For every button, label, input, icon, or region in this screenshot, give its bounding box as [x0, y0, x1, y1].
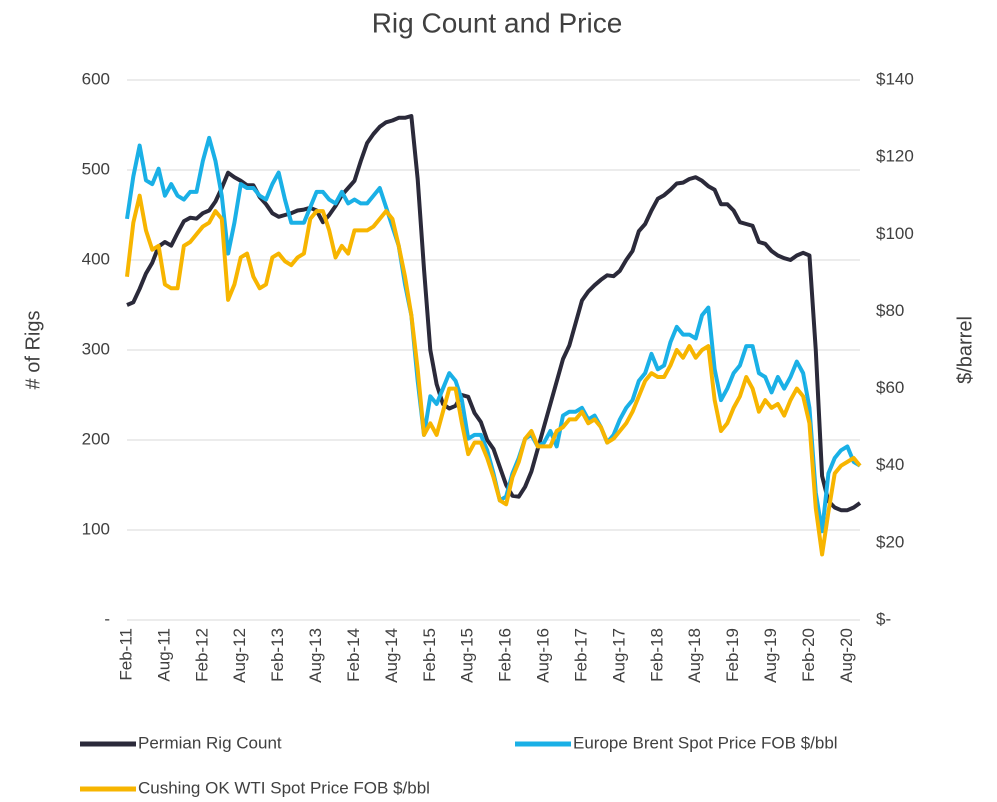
y-axis-title: # of Rigs: [22, 311, 44, 390]
y2-tick-label: $40: [876, 455, 904, 474]
x-tick-label: Feb-17: [571, 628, 590, 682]
y2-tick-label: $140: [876, 69, 914, 88]
x-tick-label: Feb-16: [496, 628, 515, 682]
x-tick-label: Feb-13: [268, 628, 287, 682]
y-tick-label: 400: [82, 249, 110, 268]
x-tick-label: Aug-11: [154, 628, 173, 682]
y2-tick-label: $80: [876, 301, 904, 320]
y-tick-label: 200: [82, 429, 110, 448]
x-tick-label: Feb-12: [192, 628, 211, 682]
y2-tick-label: $20: [876, 532, 904, 551]
y2-tick-label: $120: [876, 147, 914, 166]
x-tick-label: Feb-14: [344, 628, 363, 682]
y2-tick-label: $100: [876, 224, 914, 243]
x-tick-label: Aug-15: [458, 628, 477, 683]
y2-axis-title: $/barrel: [954, 316, 976, 384]
y-tick-label: -: [104, 609, 110, 628]
y-tick-label: 300: [82, 339, 110, 358]
y-tick-label: 600: [82, 69, 110, 88]
x-tick-label: Feb-18: [647, 628, 666, 682]
x-tick-label: Aug-17: [609, 628, 628, 683]
legend-label: Europe Brent Spot Price FOB $/bbl: [573, 733, 838, 752]
x-tick-label: Feb-19: [723, 628, 742, 682]
y2-tick-label: $60: [876, 378, 904, 397]
y2-tick-label: $-: [876, 609, 891, 628]
y-tick-label: 100: [82, 519, 110, 538]
legend-label: Cushing OK WTI Spot Price FOB $/bbl: [138, 778, 430, 797]
series-line: [126, 114, 862, 513]
x-tick-label: Aug-14: [382, 628, 401, 683]
x-tick-label: Aug-20: [837, 628, 856, 683]
x-tick-label: Aug-16: [534, 628, 553, 683]
x-tick-label: Aug-13: [306, 628, 325, 683]
legend-label: Permian Rig Count: [138, 733, 282, 752]
x-tick-label: Feb-15: [420, 628, 439, 682]
chart-title: Rig Count and Price: [372, 7, 623, 38]
y-tick-label: 500: [82, 159, 110, 178]
series-line: [125, 193, 862, 557]
x-tick-label: Aug-18: [685, 628, 704, 683]
x-tick-label: Feb-20: [799, 628, 818, 682]
x-tick-label: Feb-11: [116, 628, 135, 681]
x-tick-label: Aug-12: [230, 628, 249, 683]
x-tick-label: Aug-19: [761, 628, 780, 683]
